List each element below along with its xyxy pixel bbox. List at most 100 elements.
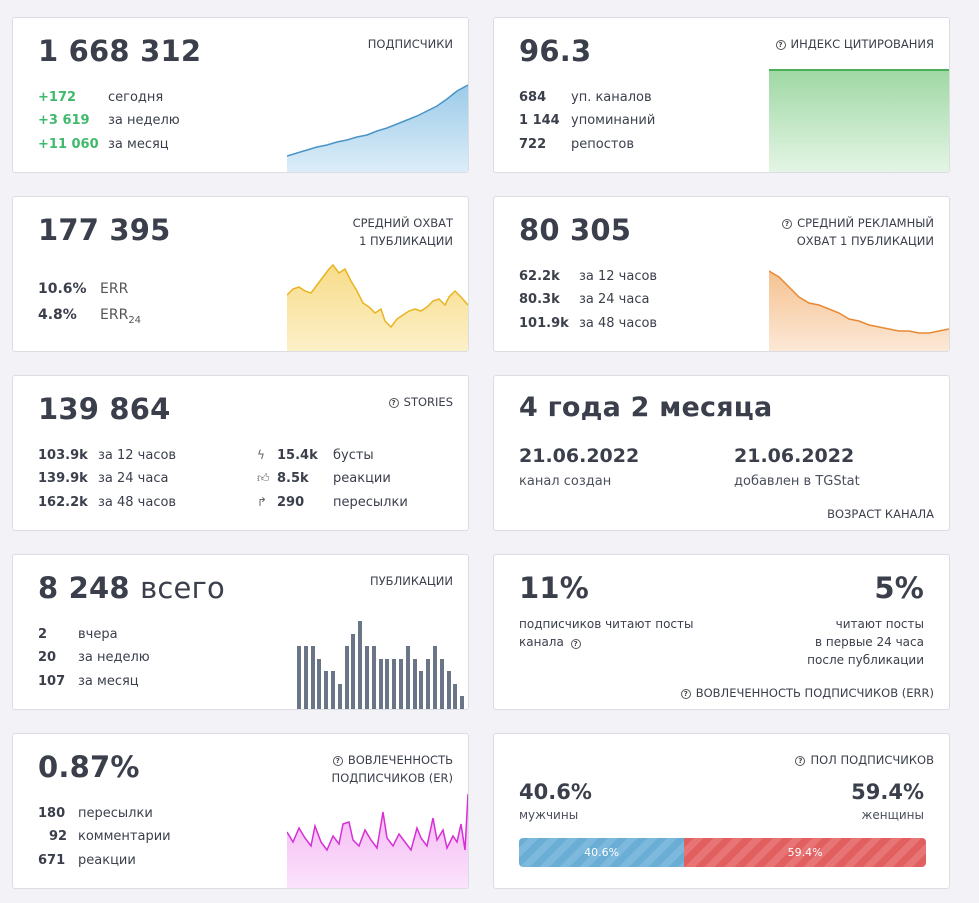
err-right-label: читают посты в первые 24 часа после публ… bbox=[807, 617, 924, 667]
err-title: ? ВОВЛЕЧЕННОСТЬ ПОДПИСЧИКОВ (ERR) bbox=[680, 684, 934, 702]
stat-row: 2 вчера bbox=[38, 627, 118, 642]
posts-bar bbox=[310, 646, 315, 709]
stat-row: +172 сегодня bbox=[38, 90, 164, 105]
posts-bar bbox=[371, 646, 376, 709]
subscribers-card[interactable]: 1 668 312 ПОДПИСЧИКИ +172 сегодня +3 619 з… bbox=[12, 17, 469, 173]
posts-bar bbox=[344, 646, 349, 709]
citation-card[interactable]: 96.3 ? ИНДЕКС ЦИТИРОВАНИЯ 684 уп. каналов … bbox=[493, 17, 950, 173]
female-value: 59.4% bbox=[851, 780, 924, 804]
er-card[interactable]: 0.87% ? ВОВЛЕЧЕННОСТЬ ПОДПИСЧИКОВ (ER) 180… bbox=[12, 733, 469, 889]
stat-row: 80.3k за 24 часа bbox=[519, 292, 650, 308]
subscribers-chart bbox=[287, 84, 468, 172]
posts-total: 8 248 всего bbox=[38, 571, 225, 605]
citation-total: 96.3 bbox=[519, 34, 592, 68]
posts-card[interactable]: 8 248 всего ПУБЛИКАЦИИ 2 вчера 20 за недел… bbox=[12, 554, 469, 710]
ad-reach-title: ? СРЕДНИЙ РЕКЛАМНЫЙ ОХВАТ 1 ПУБЛИКАЦИИ bbox=[782, 214, 934, 250]
female-bar-segment: 59.4% bbox=[684, 838, 926, 867]
reach-card[interactable]: 177 395 СРЕДНИЙ ОХВАТ 1 ПУБЛИКАЦИИ 10.6% E… bbox=[12, 196, 469, 352]
stat-row: +11 060 за месяц bbox=[38, 136, 169, 152]
help-icon[interactable]: ? bbox=[795, 756, 806, 766]
er-chart bbox=[287, 793, 468, 888]
reach-stats: 10.6% ERR 4.8% ERR24 bbox=[38, 276, 141, 328]
gender-bar: 40.6% 59.4% bbox=[519, 838, 926, 867]
subscribers-total: 1 668 312 bbox=[38, 34, 202, 68]
posts-bar bbox=[439, 659, 444, 709]
stories-stats: 103.9k за 12 часов 139.9k за 24 часа 162.2… bbox=[38, 444, 176, 514]
subscribers-stats: +172 сегодня +3 619 за неделю +11 060 за ме… bbox=[38, 86, 180, 156]
reach-total: 177 395 bbox=[38, 213, 171, 247]
help-icon[interactable]: ? bbox=[680, 689, 691, 699]
help-icon[interactable]: ? bbox=[388, 398, 399, 408]
help-icon[interactable]: ? bbox=[782, 219, 793, 229]
posts-bar bbox=[317, 659, 322, 709]
posts-bar bbox=[399, 659, 403, 709]
created-date: 21.06.2022 bbox=[519, 445, 640, 467]
male-label: мужчины bbox=[519, 808, 579, 822]
posts-bar bbox=[460, 696, 465, 709]
stat-row: 👍︎ 8.5k реакции bbox=[257, 467, 408, 490]
citation-stats: 684 уп. каналов 1 144 упоминаний 722 репост… bbox=[519, 86, 655, 156]
age-card[interactable]: 4 года 2 месяца 21.06.2022 канал создан … bbox=[493, 375, 950, 531]
stat-row: 92 комментарии bbox=[48, 829, 171, 845]
subscribers-title: ПОДПИСЧИКИ bbox=[367, 37, 453, 51]
reach-title: СРЕДНИЙ ОХВАТ 1 ПУБЛИКАЦИИ bbox=[352, 216, 453, 248]
er-title: ? ВОВЛЕЧЕННОСТЬ ПОДПИСЧИКОВ (ER) bbox=[331, 753, 453, 785]
posts-bar bbox=[433, 646, 437, 709]
posts-bar bbox=[378, 659, 383, 709]
stat-row: 101.9k за 48 часов bbox=[519, 315, 658, 331]
ad-reach-card[interactable]: 80 305 ? СРЕДНИЙ РЕКЛАМНЫЙ ОХВАТ 1 ПУБЛИКА… bbox=[493, 196, 950, 352]
stat-row: 671 реакции bbox=[38, 852, 136, 868]
posts-bar bbox=[331, 671, 335, 709]
posts-bar bbox=[297, 646, 301, 709]
posts-bar bbox=[446, 671, 451, 709]
forward-arrow-icon: ↱ bbox=[257, 494, 268, 509]
posts-bar bbox=[392, 659, 397, 709]
posts-bar bbox=[453, 684, 458, 709]
help-icon[interactable]: ? bbox=[332, 756, 343, 766]
stat-row: 103.9k за 12 часов bbox=[38, 448, 177, 463]
posts-title: ПУБЛИКАЦИИ bbox=[370, 574, 453, 588]
posts-bar bbox=[324, 671, 329, 709]
stat-row: 62.2k за 12 часов bbox=[519, 269, 658, 284]
posts-bar-chart bbox=[297, 619, 467, 709]
posts-bar bbox=[385, 659, 390, 709]
stat-row: 4.8% ERR24 bbox=[38, 307, 142, 326]
added-date: 21.06.2022 bbox=[734, 445, 855, 467]
gender-card[interactable]: ? ПОЛ ПОДПИСЧИКОВ 40.6% мужчины 59.4% жен… bbox=[493, 733, 950, 889]
posts-bar bbox=[351, 634, 356, 709]
citation-chart bbox=[769, 69, 949, 172]
err-card[interactable]: 11% 5% подписчиков читают посты канала ?… bbox=[493, 554, 950, 710]
stories-card[interactable]: 139 864 ? STORIES 103.9k за 12 часов 139.9… bbox=[12, 375, 469, 531]
er-stats: 180 пересылки 92 комментарии 671 реакции bbox=[38, 802, 171, 872]
posts-bar bbox=[365, 646, 369, 709]
help-icon[interactable]: ? bbox=[570, 639, 581, 649]
stat-row: 10.6% ERR bbox=[38, 281, 129, 297]
posts-bar bbox=[426, 659, 431, 709]
ad-reach-chart bbox=[769, 270, 949, 351]
lightning-icon: ϟ bbox=[257, 448, 265, 462]
stat-row: 684 уп. каналов bbox=[519, 90, 652, 105]
posts-bar bbox=[358, 621, 363, 709]
male-value: 40.6% bbox=[519, 780, 592, 804]
stat-row: 162.2k за 48 часов bbox=[38, 494, 177, 510]
reach-chart bbox=[287, 263, 468, 351]
female-label: женщины bbox=[861, 808, 924, 822]
stat-row: 20 за неделю bbox=[38, 650, 150, 666]
err-left-label: подписчиков читают посты канала ? bbox=[519, 617, 694, 649]
err-left-value: 11% bbox=[519, 571, 590, 605]
gender-title: ? ПОЛ ПОДПИСЧИКОВ bbox=[795, 751, 934, 769]
citation-title: ? ИНДЕКС ЦИТИРОВАНИЯ bbox=[775, 35, 934, 53]
stat-row: 107 за месяц bbox=[38, 673, 139, 689]
ad-reach-total: 80 305 bbox=[519, 213, 632, 247]
stat-row: 1 144 упоминаний bbox=[519, 113, 656, 129]
err-right-value: 5% bbox=[874, 571, 924, 605]
help-icon[interactable]: ? bbox=[775, 40, 786, 50]
age-total: 4 года 2 месяца bbox=[519, 392, 773, 423]
added-label: добавлен в TGStat bbox=[734, 474, 860, 489]
posts-bar bbox=[412, 659, 417, 709]
male-bar-segment: 40.6% bbox=[519, 838, 685, 867]
stories-title: ? STORIES bbox=[388, 393, 453, 411]
posts-stats: 2 вчера 20 за неделю 107 за месяц bbox=[38, 623, 150, 693]
stat-row: ϟ 15.4k бусты bbox=[257, 444, 408, 467]
stat-row: +3 619 за неделю bbox=[38, 113, 180, 129]
